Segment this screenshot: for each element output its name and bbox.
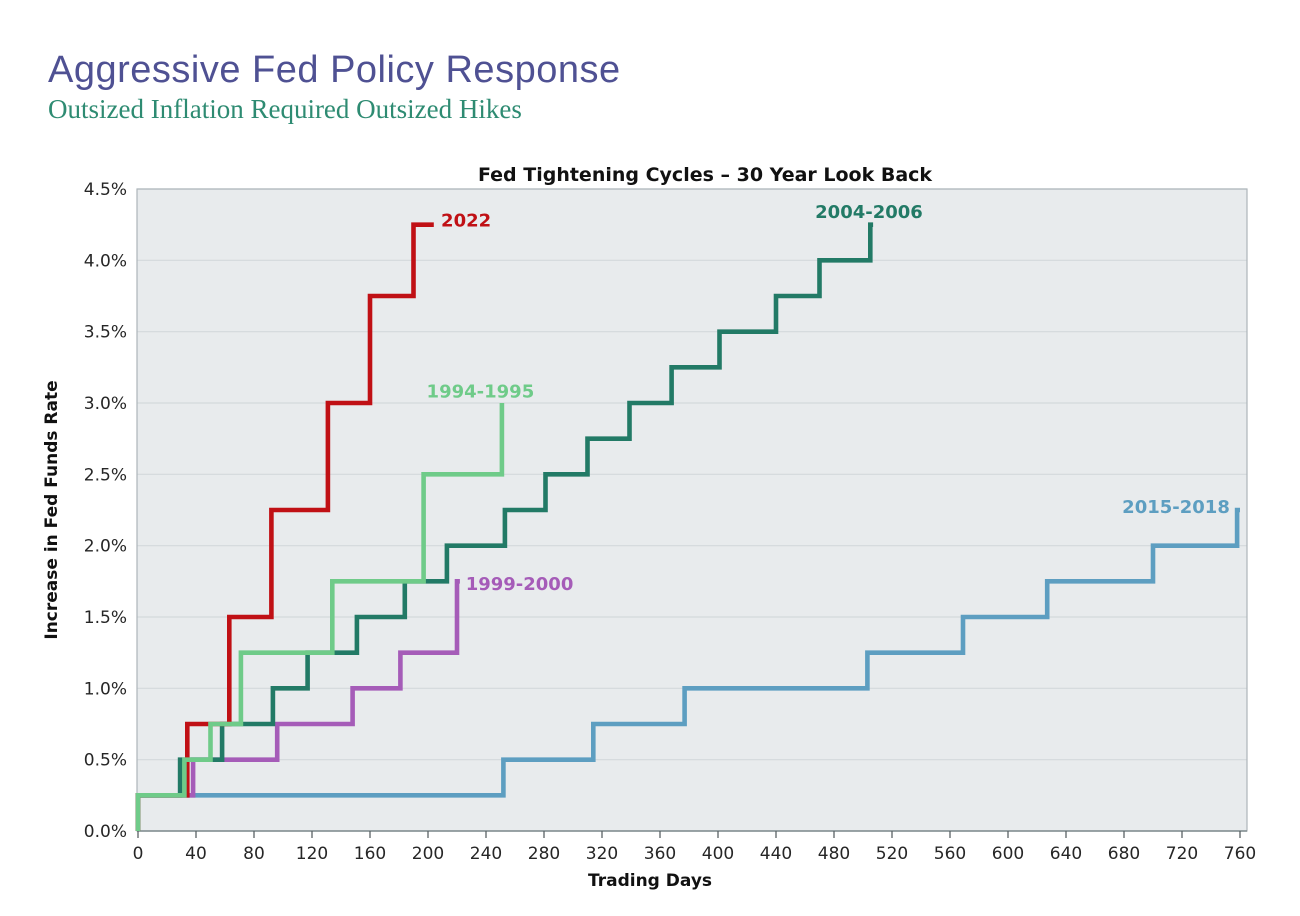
y-tick-label: 2.0%: [84, 537, 127, 557]
y-tick-label: 0.0%: [84, 822, 127, 842]
x-tick-label: 480: [818, 844, 850, 864]
x-tick-label: 520: [876, 844, 908, 864]
y-tick-label: 3.0%: [84, 394, 127, 414]
y-tick-label: 3.5%: [84, 323, 127, 343]
y-axis-title: Increase in Fed Funds Rate: [42, 380, 62, 639]
y-tick-label: 1.5%: [84, 608, 127, 628]
x-tick-label: 80: [243, 844, 265, 864]
x-tick-label: 120: [296, 844, 328, 864]
series-line-2015-2018: [135, 507, 1240, 831]
series-label-2015-2018: 2015-2018: [1122, 497, 1230, 518]
series-label-2022: 2022: [441, 210, 491, 231]
y-tick-label: 2.5%: [84, 465, 127, 485]
page-title: Aggressive Fed Policy Response: [48, 49, 621, 91]
x-tick-label: 200: [412, 844, 444, 864]
y-tick-label: 1.0%: [84, 679, 127, 699]
series-line-1999-2000: [135, 578, 460, 831]
x-tick-label: 760: [1224, 844, 1256, 864]
x-tick-label: 640: [1050, 844, 1082, 864]
x-tick-label: 240: [470, 844, 502, 864]
y-tick-label: 4.5%: [84, 180, 127, 200]
header: Aggressive Fed Policy Response Outsized …: [48, 49, 621, 125]
x-tick-label: 40: [185, 844, 207, 864]
x-tick-label: 560: [934, 844, 966, 864]
y-tick-label: 4.0%: [84, 251, 127, 271]
x-tick-label: 440: [760, 844, 792, 864]
series-line-2022: [135, 222, 434, 831]
x-tick-label: 360: [644, 844, 676, 864]
x-tick-label: 600: [992, 844, 1024, 864]
x-tick-label: 0: [133, 844, 144, 864]
x-axis-title: Trading Days: [588, 871, 712, 891]
x-tick-label: 400: [702, 844, 734, 864]
series-line-2004-2006: [135, 222, 874, 831]
series-line-1994-1995: [135, 403, 505, 831]
series-label-1994-1995: 1994-1995: [427, 382, 535, 403]
chart-title: Fed Tightening Cycles – 30 Year Look Bac…: [478, 164, 932, 186]
page-subtitle: Outsized Inflation Required Outsized Hik…: [48, 93, 522, 124]
x-tick-label: 160: [354, 844, 386, 864]
x-tick-label: 680: [1108, 844, 1140, 864]
x-tick-label: 720: [1166, 844, 1198, 864]
x-tick-label: 280: [528, 844, 560, 864]
series-label-1999-2000: 1999-2000: [466, 574, 574, 595]
series-label-2004-2006: 2004-2006: [815, 202, 923, 223]
y-tick-label: 0.5%: [84, 751, 127, 771]
x-tick-label: 320: [586, 844, 618, 864]
